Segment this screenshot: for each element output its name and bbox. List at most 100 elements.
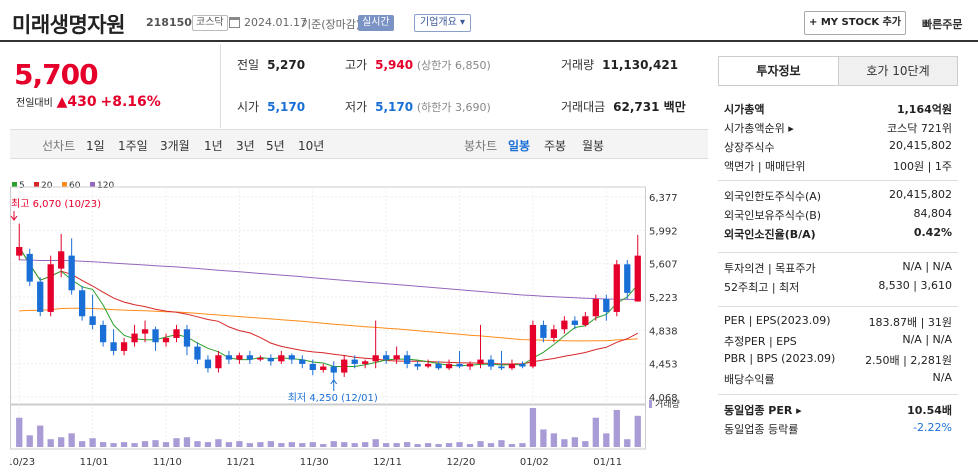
info-value: 84,804 [913,207,953,220]
quick-order-link[interactable]: 빠른주문 [922,18,963,31]
candle-weekly[interactable]: 주봉 [544,139,567,153]
candle-body [131,333,138,343]
candle-body [152,329,159,343]
tab-invest-info[interactable]: 투자정보 [719,57,838,85]
volume-frame [10,403,646,450]
info-label: 동일업종 등락률 [724,423,799,436]
volume-bar [414,444,421,447]
info-label: PER | EPS(2023.09) [724,314,831,327]
add-mystock-button[interactable]: + MY STOCK 추가 [804,11,906,35]
period-3m[interactable]: 3개월 [160,139,190,153]
volume-bar [540,429,547,447]
candle-monthly[interactable]: 월봉 [582,139,605,153]
info-value: -2.22% [913,421,952,434]
candle-body [299,359,306,364]
candle-body [414,363,421,367]
legend-swatch [34,182,39,187]
info-label: 외국인한도주식수(A) [724,190,822,203]
price-summary: 5,700 전일대비 ▲430 +8.16% [10,44,220,126]
x-tick-label: 12/11 [373,457,402,468]
info-row: 외국인보유주식수(B) 84,804 [724,206,952,224]
volume-bar [550,433,558,447]
period-1d[interactable]: 1일 [86,139,105,153]
candle-body [236,355,243,360]
candle-body [456,363,463,367]
info-row: 배당수익률 N/A [724,370,952,388]
price-chart[interactable]: 5 20 60 120 6,377 5,992 5,607 5,223 4,838 4,453 4,… [10,175,706,471]
info-value: N/A [932,371,952,384]
x-tick-label: 11/21 [226,457,255,468]
legend-swatch [12,182,17,187]
volume-bar [508,444,516,447]
info-row: 동일업종 등락률 -2.22% [724,420,952,438]
info-label: 동일업종 PER ▸ [724,404,802,417]
candle-body [508,363,516,369]
candle-body [37,281,44,312]
x-tick-label: 11/10 [153,457,182,468]
info-row: PER | EPS(2023.09) 183.87배 | 31원 [724,313,952,331]
stock-header: 미래생명자원 218150 코스닥 2024.01.17 기준(장마감) 실시간… [0,0,978,42]
candle-body [120,342,128,351]
candle-body [330,366,337,373]
candle-daily[interactable]: 일봉 [508,139,531,153]
candle-body [215,355,222,369]
corp-overview-button[interactable]: 기업개요 ▾ [414,14,472,32]
ma120-line [19,259,638,300]
info-value: N/A | N/A [902,260,952,273]
volume-bar [571,437,579,447]
candle-body [550,329,558,338]
info-label: PBR | BPS (2023.09) [724,352,836,365]
candle-chart-label: 봉차트 [464,139,498,153]
info-label: 외국인소진율(B/A) [724,228,816,241]
info-value: 20,415,802 [889,188,952,201]
info-value: 코스닥 721위 [887,122,952,135]
candle-body [592,298,599,317]
quote-date: 2024.01.17 [244,16,307,29]
candle-body [603,298,610,312]
candle-body [110,342,117,351]
volume: 거래량 11,130,421 [561,58,679,72]
period-10y[interactable]: 10년 [298,139,325,153]
candle-body [141,329,149,334]
y-tick-label: 4,068 [649,393,678,404]
period-3y[interactable]: 3년 [236,139,255,153]
calendar-icon [229,17,240,28]
volume-bar [183,437,191,447]
candle-body [540,324,547,338]
volume-bar [498,440,505,447]
up-arrow-icon: ▲ [56,94,68,110]
info-label: 추정PER | EPS [724,335,797,348]
y-tick-label: 4,453 [649,360,678,371]
candle-body [634,255,641,302]
sector-section: 동일업종 PER ▸ 10.54배 동일업종 등락률 -2.22% [718,394,958,436]
info-row: 외국인소진율(B/A) 0.42% [724,225,952,243]
stock-code: 218150 [146,16,192,29]
volume-bar [78,441,86,447]
volume-bar [89,438,96,447]
volume-bar [330,441,337,447]
candle-body [561,320,568,330]
line-chart-label: 선차트 [42,139,76,153]
info-label: 투자의견 | 목표주가 [724,262,816,275]
legend-label: 120 [97,181,114,191]
info-value: 2.50배 | 2,281원 [865,354,952,367]
period-5y[interactable]: 5년 [266,139,285,153]
info-row: 시가총액 1,164억원 [724,100,952,118]
high-annotation: 최고 6,070 (10/23) [11,198,101,210]
volume-bar [299,443,306,447]
volume-bar [309,442,316,447]
candle-body [383,355,390,360]
volume-bar [362,442,369,447]
volume-bar [267,441,274,447]
candle-body [26,253,33,282]
volume-bar [204,442,212,447]
candle-body [183,329,191,347]
period-1y[interactable]: 1년 [204,139,223,153]
tab-orderbook[interactable]: 호가 10단계 [838,57,957,85]
candle-body [393,355,400,360]
candle-body [309,363,316,370]
info-value: 8,530 | 3,610 [878,279,952,292]
info-row: 52주최고 | 최저 8,530 | 3,610 [724,278,952,296]
realtime-button[interactable]: 실시간 [358,15,394,31]
period-1w[interactable]: 1주일 [118,139,148,153]
